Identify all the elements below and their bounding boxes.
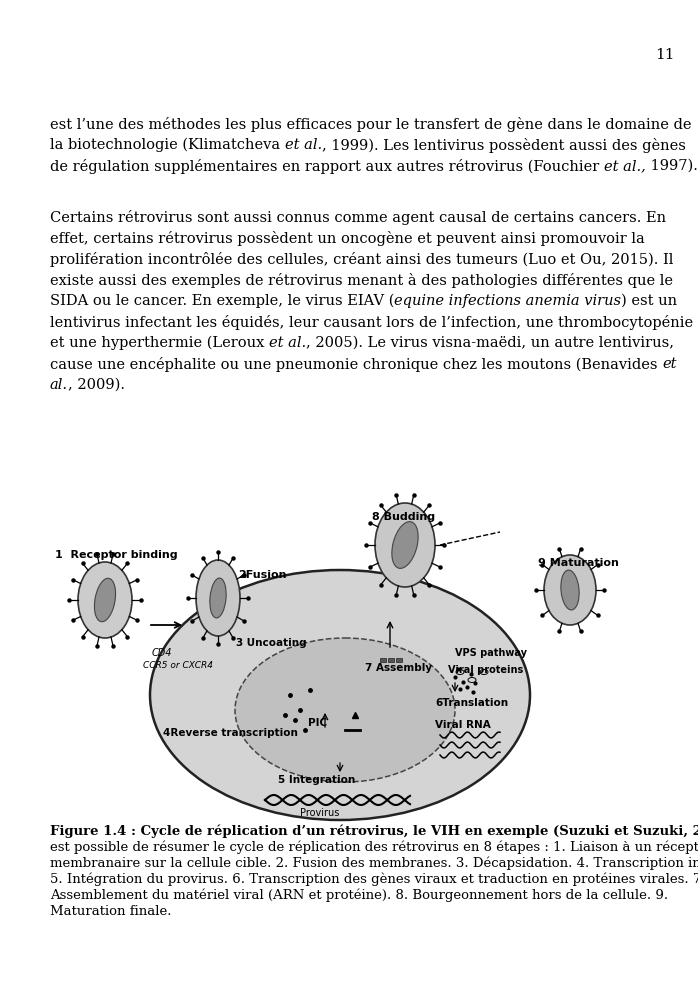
Text: 1997).: 1997). — [646, 159, 697, 173]
Text: 6Translation: 6Translation — [435, 698, 508, 708]
Text: 1  Receptor binding: 1 Receptor binding — [55, 550, 177, 560]
Ellipse shape — [561, 570, 579, 610]
Text: et al.,: et al., — [604, 159, 646, 173]
Text: ) est un: ) est un — [621, 294, 678, 308]
Ellipse shape — [544, 555, 596, 625]
Text: et al.: et al. — [285, 138, 322, 152]
Text: 9 Maturation: 9 Maturation — [538, 558, 619, 568]
Text: effet, certains rétrovirus possèdent un oncogène et peuvent ainsi promouvoir la: effet, certains rétrovirus possèdent un … — [50, 231, 645, 246]
Text: est possible de résumer le cycle de réplication des rétrovirus en 8 étapes : 1. : est possible de résumer le cycle de répl… — [50, 841, 698, 854]
Text: 4Reverse transcription: 4Reverse transcription — [163, 728, 298, 738]
Text: Assemblement du matériel viral (ARN et protéine). 8. Bourgeonnement hors de la c: Assemblement du matériel viral (ARN et p… — [50, 889, 668, 902]
Text: cause une encéphalite ou une pneumonie chronique chez les moutons (Benavides: cause une encéphalite ou une pneumonie c… — [50, 357, 662, 372]
Ellipse shape — [235, 638, 455, 782]
Ellipse shape — [94, 578, 116, 621]
Text: 2Fusion: 2Fusion — [238, 570, 286, 580]
Ellipse shape — [375, 503, 435, 587]
Bar — [380, 658, 386, 662]
Text: et une hyperthermie (Leroux: et une hyperthermie (Leroux — [50, 336, 269, 351]
Text: 11: 11 — [655, 48, 674, 62]
Text: equine infections anemia virus: equine infections anemia virus — [394, 294, 621, 308]
Text: la biotechnologie (Klimatcheva: la biotechnologie (Klimatcheva — [50, 138, 285, 153]
Text: Viral proteins: Viral proteins — [448, 665, 524, 675]
Text: , 2009).: , 2009). — [68, 378, 125, 392]
Text: 3: 3 — [235, 638, 242, 648]
Text: 5 Integration: 5 Integration — [278, 775, 355, 785]
Text: CD4: CD4 — [152, 648, 172, 658]
Text: 5. Intégration du provirus. 6. Transcription des gènes viraux et traduction en p: 5. Intégration du provirus. 6. Transcrip… — [50, 873, 698, 886]
Ellipse shape — [392, 521, 418, 568]
Ellipse shape — [210, 578, 226, 618]
Text: de régulation supplémentaires en rapport aux autres rétrovirus (Fouchier: de régulation supplémentaires en rapport… — [50, 159, 604, 174]
Text: Provirus: Provirus — [300, 808, 340, 818]
Text: VPS pathway: VPS pathway — [455, 648, 527, 658]
Bar — [396, 658, 402, 662]
Text: CCR5 or CXCR4: CCR5 or CXCR4 — [143, 661, 213, 670]
Text: Uncoating: Uncoating — [243, 638, 306, 648]
Ellipse shape — [196, 560, 240, 636]
Ellipse shape — [150, 570, 530, 820]
Text: al.: al. — [50, 378, 68, 392]
Text: et al.: et al. — [269, 336, 306, 350]
Text: Maturation finale.: Maturation finale. — [50, 905, 172, 918]
Text: SIDA ou le cancer. En exemple, le virus EIAV (: SIDA ou le cancer. En exemple, le virus … — [50, 294, 394, 309]
Text: membranaire sur la cellule cible. 2. Fusion des membranes. 3. Décapsidation. 4. : membranaire sur la cellule cible. 2. Fus… — [50, 857, 698, 870]
Text: , 2005). Le virus visna-maëdi, un autre lentivirus,: , 2005). Le virus visna-maëdi, un autre … — [306, 336, 674, 350]
Text: prolifération incontrôlée des cellules, créant ainsi des tumeurs (Luo et Ou, 201: prolifération incontrôlée des cellules, … — [50, 252, 674, 267]
Ellipse shape — [78, 562, 132, 638]
Text: 7 Assembly: 7 Assembly — [365, 663, 432, 673]
Text: 8 Budding: 8 Budding — [372, 512, 435, 522]
Text: existe aussi des exemples de rétrovirus menant à des pathologies différentes que: existe aussi des exemples de rétrovirus … — [50, 273, 673, 288]
Text: PIC: PIC — [308, 718, 327, 728]
Text: lentivirus infectant les équidés, leur causant lors de l’infection, une thromboc: lentivirus infectant les équidés, leur c… — [50, 315, 693, 330]
Text: Viral RNA: Viral RNA — [435, 720, 491, 730]
Text: et: et — [662, 357, 676, 371]
Text: Certains rétrovirus sont aussi connus comme agent causal de certains cancers. En: Certains rétrovirus sont aussi connus co… — [50, 210, 666, 225]
Text: Figure 1.4 : Cycle de réplication d’un rétrovirus, le VIH en exemple (Suzuki et : Figure 1.4 : Cycle de réplication d’un r… — [50, 825, 698, 838]
Bar — [388, 658, 394, 662]
Text: est l’une des méthodes les plus efficaces pour le transfert de gène dans le doma: est l’une des méthodes les plus efficace… — [50, 117, 692, 132]
Text: , 1999). Les lentivirus possèdent aussi des gènes: , 1999). Les lentivirus possèdent aussi … — [322, 138, 685, 153]
